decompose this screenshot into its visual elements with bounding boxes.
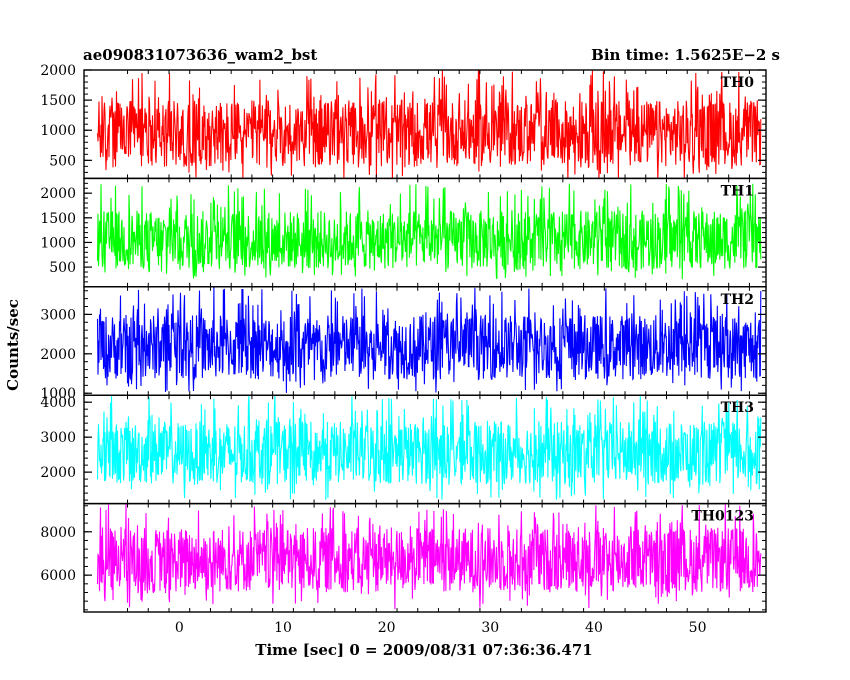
panel-label-th3: TH3 (721, 400, 754, 416)
y-tick-label: 2000 (40, 186, 76, 202)
panel-label-th0: TH0 (721, 75, 755, 91)
x-tick-label: 0 (175, 620, 184, 636)
y-tick-label: 8000 (40, 525, 76, 541)
panel-th1: 500 1000 1500 2000 TH1 (40, 177, 767, 288)
panel-th3: 2000 3000 4000 TH3 (40, 394, 767, 505)
panel-label-th1: TH1 (721, 183, 754, 199)
series-line-th3 (96, 395, 762, 501)
x-tick-label: 50 (689, 620, 707, 636)
bin-time-label: Bin time: 1.5625E−2 s (591, 46, 780, 64)
y-tick-label: 1000 (40, 123, 76, 139)
y-tick-label: 1000 (40, 386, 76, 402)
y-tick-label: 3000 (40, 430, 76, 446)
series-line-th0 (96, 70, 762, 179)
y-tick-label: 4000 (40, 395, 76, 411)
y-tick-label: 6000 (40, 568, 76, 584)
observation-id-title: ae090831073636_wam2_bst (83, 46, 317, 64)
x-tick-label: 20 (378, 620, 396, 636)
panel-th2: 1000 2000 3000 TH2 (40, 286, 767, 402)
series-line-th0123 (96, 503, 762, 610)
y-tick-label: 500 (49, 153, 76, 169)
x-tick-label: 30 (481, 620, 499, 636)
x-tick-label: 10 (274, 620, 292, 636)
y-tick-label: 2000 (40, 63, 76, 79)
x-tick-label: 40 (585, 620, 603, 636)
y-tick-label: 1000 (40, 235, 76, 251)
panel-label-th0123: TH0123 (691, 509, 754, 525)
y-axis-label: Counts/sec (4, 299, 22, 391)
series-line-th2 (96, 287, 762, 393)
series-line-th1 (96, 183, 762, 280)
x-axis-label: Time [sec] 0 = 2009/08/31 07:36:36.471 (255, 641, 592, 659)
y-tick-label: 1500 (40, 211, 76, 227)
y-tick-label: 2000 (40, 347, 76, 363)
panel-th0123: 6000 8000 TH0123 (40, 502, 767, 613)
y-tick-label: 1500 (40, 93, 76, 109)
y-tick-label: 2000 (40, 465, 76, 481)
y-tick-label: 3000 (40, 307, 76, 323)
panel-label-th2: TH2 (721, 292, 754, 308)
y-tick-label: 500 (49, 260, 76, 276)
panel-th0: 500 1000 1500 2000 TH0 (40, 63, 767, 180)
